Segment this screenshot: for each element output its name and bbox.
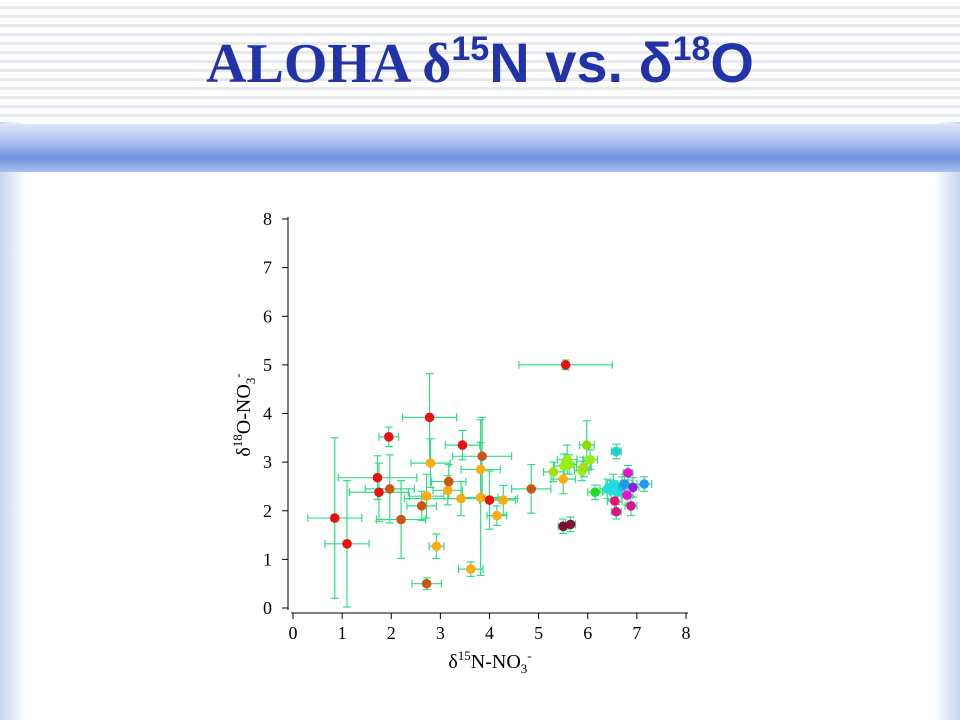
- data-point: [475, 492, 486, 503]
- y-tick-label: 1: [263, 549, 272, 569]
- data-point: [623, 468, 633, 478]
- data-point: [424, 412, 435, 423]
- data-point: [466, 564, 476, 574]
- title-part-n-vs: N vs. δ: [489, 31, 673, 94]
- x-tick-label: 1: [338, 623, 347, 643]
- data-point: [558, 474, 568, 484]
- x-tick-label: 6: [583, 623, 592, 643]
- data-point: [396, 514, 406, 525]
- data-point: [443, 476, 454, 487]
- data-point: [619, 479, 630, 489]
- y-tick-label: 4: [263, 404, 272, 424]
- data-point: [475, 464, 486, 475]
- x-tick-label: 7: [632, 623, 641, 643]
- data-point: [431, 541, 442, 552]
- data-point: [639, 479, 650, 489]
- data-point: [421, 578, 432, 589]
- data-point: [456, 493, 466, 504]
- data-point: [548, 467, 559, 477]
- data-point: [484, 495, 495, 505]
- data-point: [609, 496, 620, 506]
- data-point: [565, 519, 576, 530]
- data-point: [585, 454, 596, 465]
- data-point: [416, 501, 427, 511]
- x-tick-label: 0: [289, 623, 298, 643]
- y-tick-label: 5: [263, 355, 272, 375]
- slide-header: [0, 0, 960, 122]
- slide-title: ALOHA δ15N vs. δ18O: [0, 30, 960, 96]
- y-axis-label: δ18O-NO3-: [230, 373, 258, 456]
- data-point: [372, 472, 383, 483]
- data-point: [608, 479, 619, 489]
- data-point: [342, 539, 352, 549]
- data-point: [558, 521, 568, 532]
- title-superscript-18: 18: [672, 30, 711, 68]
- y-tick-label: 2: [263, 501, 272, 521]
- scatter-chart: 0 1 2 3 4 5 6 7 8 0 1 2 3 4 5 6 7 8 δ18O-NO3- δ15N-NO3-: [230, 209, 691, 676]
- data-point: [383, 432, 394, 442]
- data-point: [579, 462, 589, 472]
- data-point: [622, 490, 632, 500]
- title-superscript-15: 15: [451, 30, 490, 68]
- data-point: [581, 440, 592, 450]
- data-point: [560, 360, 571, 370]
- data-point: [421, 491, 432, 501]
- data-point: [329, 513, 340, 523]
- data-point: [628, 482, 638, 493]
- y-tick-label: 8: [263, 209, 272, 229]
- data-point: [611, 446, 622, 457]
- y-tick-label: 3: [263, 452, 272, 472]
- data-point: [457, 440, 468, 450]
- x-axis-label: δ15N-NO3-: [448, 648, 531, 676]
- data-point: [425, 458, 436, 468]
- x-tick-label: 3: [436, 623, 445, 643]
- data-point: [374, 487, 384, 498]
- data-point: [498, 495, 509, 505]
- data-point: [526, 484, 537, 494]
- data-point: [626, 501, 636, 511]
- data-point: [477, 451, 487, 462]
- y-tick-label: 6: [263, 306, 272, 326]
- chart-axes: 0 1 2 3 4 5 6 7 8 0 1 2 3 4 5 6 7 8: [263, 209, 691, 643]
- x-tick-label: 2: [387, 623, 396, 643]
- title-part-o: O: [710, 31, 754, 94]
- x-tick-label: 5: [534, 623, 543, 643]
- slide-right-gradient: [934, 120, 960, 720]
- chart-errorbars: [307, 359, 653, 608]
- data-point: [611, 506, 622, 517]
- slide-header-bar: [0, 124, 960, 172]
- data-point: [590, 487, 600, 498]
- y-tick-label: 0: [263, 598, 272, 618]
- x-tick-label: 8: [682, 623, 691, 643]
- chart-points: [329, 360, 650, 589]
- y-tick-label: 7: [263, 258, 272, 278]
- data-point: [492, 510, 502, 521]
- title-part-aloha: ALOHA δ: [206, 33, 452, 95]
- x-tick-label: 4: [485, 623, 494, 643]
- data-point: [564, 459, 574, 470]
- slide-left-gradient: [0, 120, 26, 720]
- data-point: [442, 485, 453, 496]
- data-point: [384, 484, 395, 494]
